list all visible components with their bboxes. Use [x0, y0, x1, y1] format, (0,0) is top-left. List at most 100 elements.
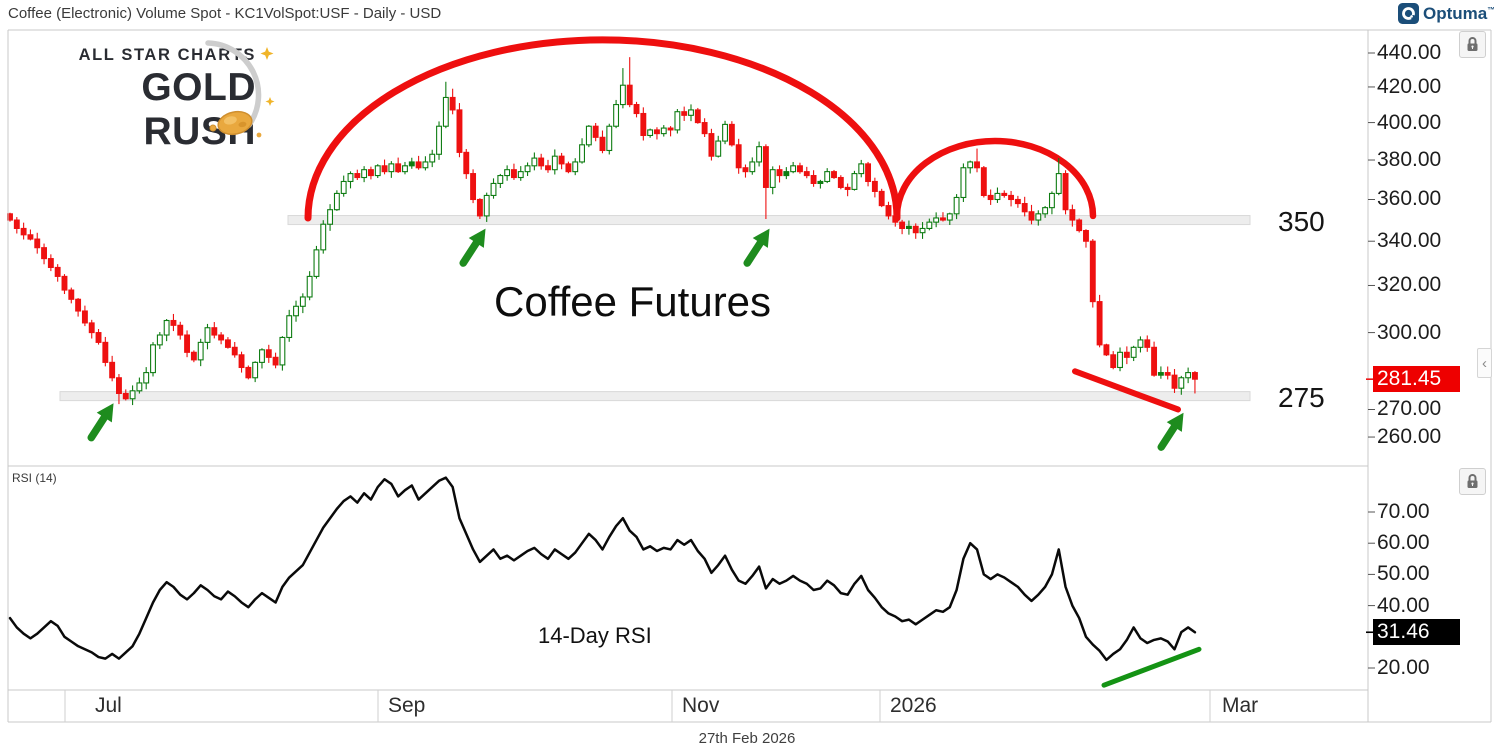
gold-rush-swoosh-icon — [205, 40, 275, 138]
candle — [905, 220, 912, 235]
candle — [558, 152, 565, 170]
candle — [946, 212, 953, 225]
candle — [102, 336, 109, 367]
candle — [34, 232, 41, 254]
candle — [306, 271, 313, 301]
candle — [899, 219, 906, 235]
candle — [660, 125, 667, 137]
candle — [797, 162, 803, 174]
candlestick-series — [7, 57, 1198, 406]
candle — [715, 135, 722, 158]
candle — [340, 175, 347, 197]
green-arrow-icon — [87, 403, 114, 442]
collapse-panel-chevron-icon[interactable]: ‹ — [1477, 348, 1492, 378]
candle — [313, 245, 320, 279]
candle — [545, 159, 551, 173]
candle — [722, 120, 729, 145]
candle — [1137, 336, 1144, 353]
candle — [783, 167, 790, 180]
candle — [81, 305, 88, 327]
candle — [994, 187, 1001, 203]
candle — [865, 161, 872, 187]
all-star-charts-gold-rush-logo: ALL STAR CHARTS GOLD RUSH — [24, 46, 256, 154]
head-and-shoulders-arcs — [304, 36, 1097, 222]
candle — [354, 169, 361, 181]
candle — [374, 164, 381, 179]
candle — [606, 123, 613, 155]
rsi-annotation-label: 14-Day RSI — [538, 623, 652, 648]
candle — [919, 222, 926, 239]
candle — [1089, 239, 1096, 308]
head-arc — [304, 36, 901, 222]
support-level-label-275: 275 — [1278, 382, 1325, 413]
candle — [1055, 158, 1062, 196]
candle — [967, 160, 974, 174]
green-arrow-icon — [459, 228, 486, 267]
rsi-indicator-label: RSI (14) — [12, 471, 57, 485]
candle — [1178, 375, 1185, 395]
candle — [54, 264, 61, 282]
candle — [177, 321, 184, 340]
support-band-350 — [287, 215, 1251, 226]
candle — [912, 223, 919, 239]
candle — [470, 169, 477, 204]
candle — [790, 161, 797, 174]
candle — [824, 168, 831, 184]
candle — [1069, 204, 1076, 227]
candle — [1083, 229, 1089, 248]
candle — [238, 351, 245, 373]
candle — [1035, 210, 1042, 226]
price-scale-lock-icon[interactable] — [1459, 31, 1486, 58]
candle — [109, 355, 116, 382]
candle — [524, 162, 531, 176]
candle — [327, 204, 334, 231]
candle — [333, 190, 340, 211]
candle — [163, 319, 170, 342]
candle — [1021, 196, 1028, 217]
candle — [1028, 204, 1035, 225]
candle — [245, 365, 252, 380]
candle — [694, 107, 701, 124]
candle — [299, 293, 306, 314]
rsi-scale-lock-icon[interactable] — [1459, 468, 1486, 495]
candle — [1096, 294, 1103, 348]
logo-line-2: GOLD RUSH — [141, 66, 256, 153]
candle — [41, 243, 48, 265]
candle — [1008, 190, 1015, 207]
candle — [190, 350, 197, 363]
candle — [1117, 347, 1123, 372]
optuma-brand-text: Optuma™ — [1423, 3, 1494, 23]
candle — [347, 171, 354, 189]
candle — [756, 141, 763, 167]
candle — [1144, 335, 1151, 352]
candle — [1151, 341, 1158, 377]
logo-line-1: ALL STAR CHARTS — [78, 46, 256, 64]
candle — [136, 377, 143, 394]
green-arrow-icon — [1157, 412, 1184, 451]
candle — [490, 178, 497, 199]
candle — [150, 342, 156, 377]
optuma-brand: Optuma™ — [1398, 3, 1494, 24]
price-down-trendline — [1072, 368, 1181, 413]
candle — [674, 109, 681, 134]
candle — [395, 157, 402, 173]
candle — [381, 159, 388, 175]
footer-date: 27th Feb 2026 — [698, 730, 796, 747]
candle — [265, 344, 272, 363]
candle — [831, 169, 837, 179]
candle — [769, 166, 776, 195]
candle — [95, 329, 102, 345]
candle — [1103, 343, 1110, 357]
candle — [483, 192, 490, 222]
candle — [538, 153, 545, 170]
candle — [667, 126, 674, 137]
candle — [572, 158, 579, 176]
candle — [231, 341, 238, 358]
candle — [1191, 371, 1198, 394]
last-price-badge: 281.45 — [1373, 366, 1460, 392]
candle — [626, 57, 633, 108]
candle — [497, 173, 504, 189]
candle — [531, 152, 538, 171]
